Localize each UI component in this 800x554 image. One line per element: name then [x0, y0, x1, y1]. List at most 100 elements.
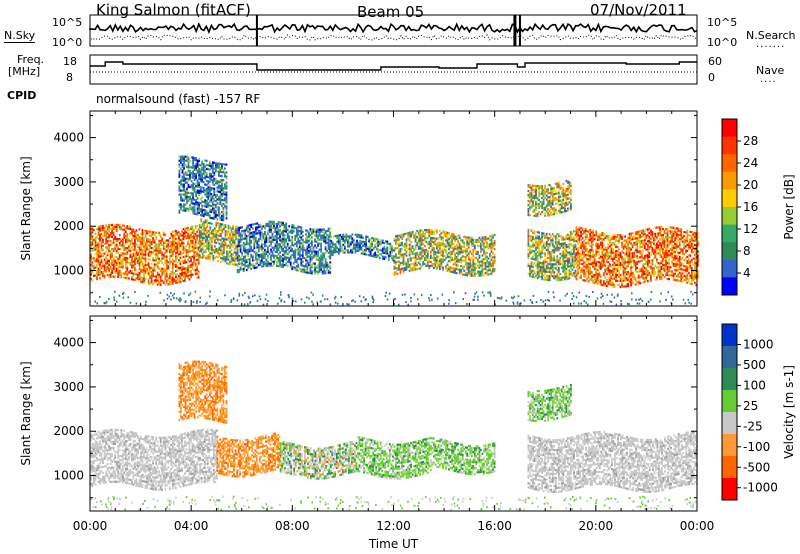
- power-cell: [317, 258, 319, 261]
- power-cell: [581, 241, 584, 244]
- power-cell: [616, 259, 619, 263]
- power-cell: [398, 264, 400, 267]
- power-cell: [484, 251, 487, 255]
- power-cell: [300, 264, 303, 267]
- power-cell: [197, 258, 200, 261]
- power-cell: [137, 245, 139, 248]
- power-cell: [229, 260, 231, 264]
- power-cell: [621, 277, 623, 280]
- power-cell: [229, 236, 231, 240]
- power-cell: [153, 263, 156, 266]
- power-cell: [289, 261, 292, 264]
- power-cell: [551, 259, 554, 262]
- power-cell: [610, 283, 613, 286]
- power-cell: [96, 260, 98, 263]
- power-cell: [250, 225, 253, 228]
- power-cell: [161, 279, 164, 282]
- power-cell: [220, 260, 222, 264]
- power-cell: [236, 255, 239, 258]
- power-cell: [93, 274, 95, 277]
- power-cell: [298, 243, 301, 247]
- power-cell: [345, 233, 348, 236]
- power-cell: [584, 265, 587, 268]
- power-cell: [466, 238, 469, 241]
- power-cell: [224, 256, 227, 259]
- power-cell: [144, 253, 147, 256]
- power-cell: [556, 186, 559, 189]
- power-cell: [108, 261, 110, 265]
- power-cell: [242, 263, 245, 266]
- power-cell: [351, 247, 354, 250]
- power-cell: [187, 236, 189, 239]
- power-cell: [547, 239, 550, 242]
- power-cell: [393, 259, 396, 262]
- power-cell: [574, 239, 577, 242]
- power-cell: [102, 224, 104, 228]
- power-cell: [560, 252, 563, 255]
- power-cell: [144, 271, 147, 274]
- power-cell: [568, 247, 571, 250]
- power-cell: [100, 225, 103, 228]
- power-cell: [422, 231, 425, 234]
- power-cell: [624, 253, 626, 256]
- power-cell: [575, 236, 578, 239]
- power-cell: [446, 267, 449, 270]
- power-cell: [492, 242, 494, 245]
- power-cell: [565, 199, 568, 203]
- power-cell: [423, 262, 426, 266]
- power-cell: [112, 259, 115, 262]
- power-cell: [593, 281, 596, 285]
- power-cell: [633, 243, 636, 246]
- power-cell: [613, 275, 616, 278]
- power-cell: [564, 202, 566, 205]
- power-cell: [280, 239, 283, 242]
- power-cell: [273, 254, 275, 257]
- power-cell: [194, 225, 197, 228]
- power-cell: [118, 234, 121, 237]
- power-cell: [584, 273, 587, 276]
- power-cell: [294, 236, 297, 239]
- power-cell: [197, 248, 200, 251]
- power-cell: [598, 263, 601, 266]
- power-cell: [292, 226, 295, 229]
- power-cell: [282, 229, 284, 232]
- power-cell: [426, 250, 429, 253]
- power-cell: [301, 244, 304, 247]
- power-cell: [147, 254, 150, 257]
- power-cell: [185, 251, 188, 254]
- power-cell: [102, 228, 104, 232]
- power-cell: [542, 234, 545, 237]
- power-cell: [589, 232, 592, 236]
- power-cell: [554, 241, 557, 244]
- power-cell: [478, 270, 481, 273]
- power-cell: [126, 235, 129, 238]
- power-cell: [229, 246, 231, 250]
- power-cell: [586, 236, 588, 239]
- power-cell: [324, 272, 327, 275]
- power-cell: [567, 251, 569, 254]
- power-cell: [631, 252, 634, 255]
- power-cell: [601, 254, 604, 257]
- power-cell: [194, 243, 197, 246]
- power-cell: [330, 250, 333, 253]
- power-cell: [165, 249, 168, 252]
- power-cell: [171, 236, 174, 239]
- power-cell: [182, 265, 185, 269]
- power-cell: [108, 228, 110, 231]
- power-cell: [164, 271, 167, 274]
- power-cell: [155, 243, 158, 246]
- power-cell: [97, 229, 100, 232]
- power-cell: [616, 283, 619, 286]
- power-cell: [171, 240, 174, 243]
- power-cell: [153, 239, 156, 242]
- power-cell: [439, 230, 441, 233]
- power-cell: [198, 256, 201, 259]
- power-cell: [422, 261, 425, 264]
- power-cell: [490, 272, 493, 275]
- power-cell: [175, 259, 177, 262]
- power-cell: [215, 237, 218, 240]
- power-cell: [490, 258, 493, 261]
- power-cell: [204, 235, 207, 238]
- power-cell: [204, 249, 207, 252]
- power-cell: [97, 241, 100, 244]
